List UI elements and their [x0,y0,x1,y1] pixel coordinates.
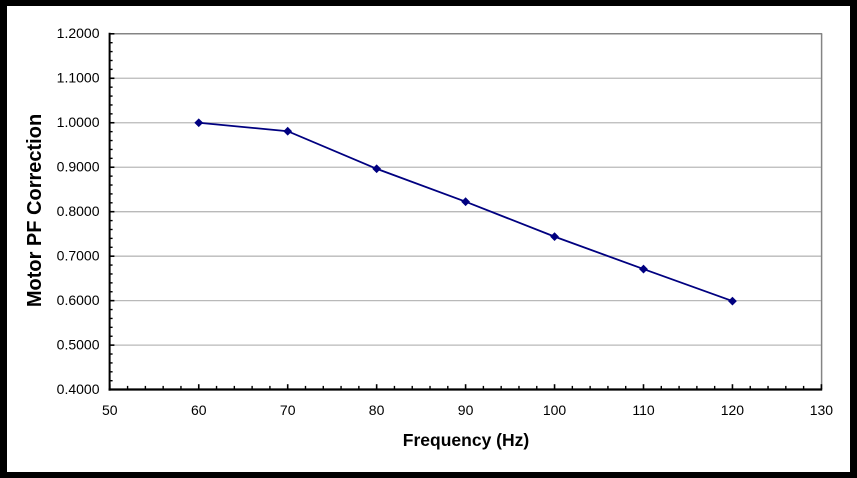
svg-text:0.8000: 0.8000 [57,203,100,219]
svg-text:0.9000: 0.9000 [57,159,100,175]
svg-text:100: 100 [543,402,567,418]
svg-text:110: 110 [632,402,655,418]
svg-text:1.0000: 1.0000 [57,114,100,130]
svg-text:Frequency (Hz): Frequency (Hz) [403,430,529,450]
svg-text:60: 60 [191,402,207,418]
svg-text:1.2000: 1.2000 [57,25,100,41]
svg-text:0.4000: 0.4000 [57,381,100,397]
svg-text:80: 80 [369,402,385,418]
svg-text:120: 120 [721,402,745,418]
svg-text:0.6000: 0.6000 [57,292,100,308]
svg-text:130: 130 [810,402,834,418]
svg-text:Motor PF Correction: Motor PF Correction [24,114,46,307]
svg-text:0.7000: 0.7000 [57,248,100,264]
svg-text:70: 70 [280,402,296,418]
svg-text:1.1000: 1.1000 [57,70,100,86]
svg-text:0.5000: 0.5000 [57,337,100,353]
svg-text:90: 90 [458,402,474,418]
svg-text:50: 50 [102,402,118,418]
